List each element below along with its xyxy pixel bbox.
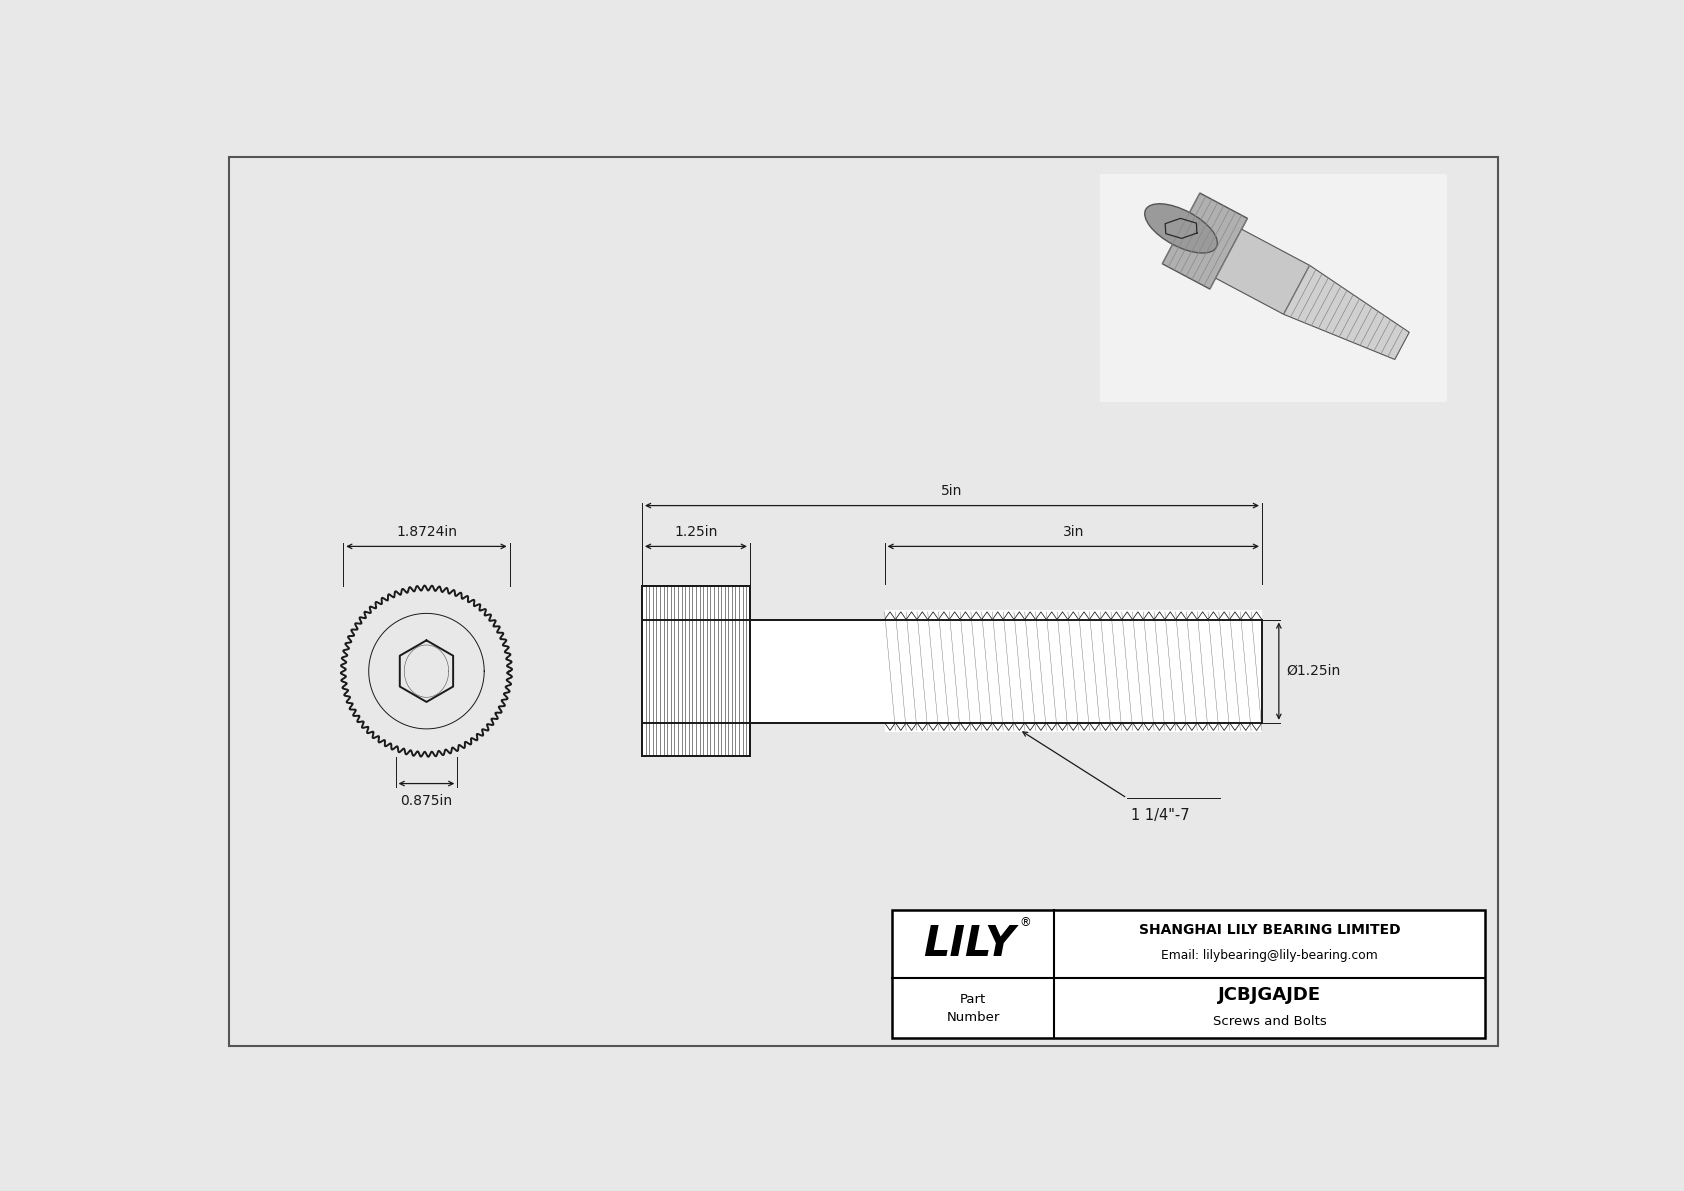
Text: 1 1/4"-7: 1 1/4"-7 (1132, 809, 1189, 823)
Bar (893, 910, 1485, 1039)
Text: 1.8724in: 1.8724in (396, 525, 456, 538)
Bar (749, 619, 884, 723)
Text: 3in: 3in (1063, 525, 1084, 538)
Text: 5in: 5in (941, 484, 963, 498)
Text: 1.25in: 1.25in (674, 525, 717, 538)
Text: ®: ® (1019, 916, 1031, 929)
Text: 0.875in: 0.875in (401, 794, 453, 809)
Text: Screws and Bolts: Screws and Bolts (1212, 1015, 1327, 1028)
Polygon shape (1283, 266, 1410, 360)
Polygon shape (1216, 229, 1310, 314)
Ellipse shape (1145, 204, 1218, 252)
Text: LILY: LILY (923, 923, 1015, 965)
Text: SHANGHAI LILY BEARING LIMITED: SHANGHAI LILY BEARING LIMITED (1138, 923, 1401, 937)
Bar (642, 586, 749, 756)
Text: Part
Number: Part Number (946, 993, 1000, 1024)
Text: Email: lilybearing@lily-bearing.com: Email: lilybearing@lily-bearing.com (1162, 949, 1378, 962)
Text: Ø1.25in: Ø1.25in (1287, 665, 1340, 678)
Polygon shape (1162, 193, 1248, 289)
Bar (884, 610, 1261, 732)
Bar (642, 586, 749, 756)
Text: JCBJGAJDE: JCBJGAJDE (1218, 986, 1322, 1004)
Bar (1100, 175, 1447, 401)
